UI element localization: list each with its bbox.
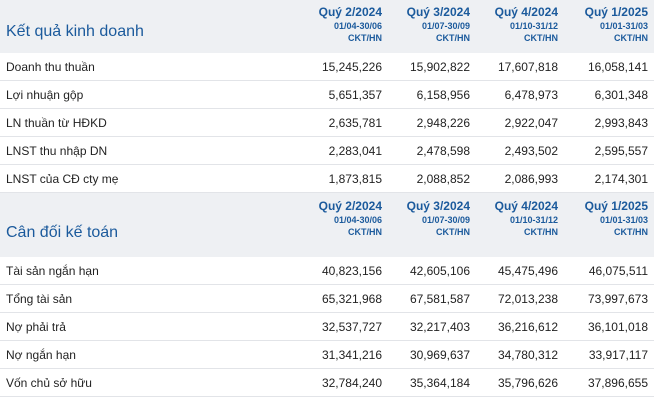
quarter-name[interactable]: Quý 2/2024	[318, 5, 382, 19]
income-quarter-column: Quý 3/2024 01/07-30/09 CKT/HN	[388, 4, 476, 44]
income-section-title: Kết quả kinh doanh	[6, 23, 144, 40]
table-row: Tổng tài sản 65,321,968 67,581,587 72,01…	[0, 285, 654, 313]
row-value: 2,595,557	[594, 143, 648, 158]
quarter-name[interactable]: Quý 1/2025	[584, 199, 648, 213]
quarter-unit: CKT/HN	[436, 227, 470, 237]
table-row: LNST của CĐ cty mẹ 1,873,815 2,088,852 2…	[0, 165, 654, 193]
quarter-unit: CKT/HN	[614, 33, 648, 43]
row-value: 2,088,852	[416, 171, 470, 186]
row-label[interactable]: LNST thu nhập DN	[6, 143, 108, 158]
row-value: 36,101,018	[587, 319, 648, 334]
row-value: 35,796,626	[497, 375, 558, 390]
table-row: Lợi nhuận gộp 5,651,357 6,158,956 6,478,…	[0, 81, 654, 109]
row-label[interactable]: Nợ phải trả	[6, 319, 66, 334]
row-value: 16,058,141	[587, 59, 648, 74]
income-quarter-column: Quý 4/2024 01/10-31/12 CKT/HN	[476, 4, 564, 44]
balance-quarter-column: Quý 2/2024 01/04-30/06 CKT/HN	[300, 198, 388, 238]
row-value: 35,364,184	[409, 375, 470, 390]
row-value: 2,478,598	[416, 143, 470, 158]
quarter-range: 01/10-31/12	[509, 215, 558, 225]
row-value: 40,823,156	[321, 263, 382, 278]
row-value: 46,075,511	[588, 263, 648, 278]
row-value: 65,321,968	[321, 291, 382, 306]
row-value: 45,475,496	[497, 263, 558, 278]
quarter-unit: CKT/HN	[348, 33, 382, 43]
balance-quarter-column: Quý 3/2024 01/07-30/09 CKT/HN	[388, 198, 476, 238]
row-value: 32,217,403	[409, 319, 470, 334]
row-value: 15,902,822	[409, 59, 470, 74]
balance-quarter-column: Quý 1/2025 01/01-31/03 CKT/HN	[564, 198, 654, 238]
table-row: LN thuần từ HĐKD 2,635,781 2,948,226 2,9…	[0, 109, 654, 137]
row-value: 72,013,238	[497, 291, 558, 306]
quarter-range: 01/04-30/06	[333, 215, 382, 225]
row-value: 2,174,301	[594, 171, 648, 186]
balance-table: Tài sản ngắn hạn 40,823,156 42,605,106 4…	[0, 257, 654, 397]
row-label[interactable]: LN thuần từ HĐKD	[6, 115, 107, 130]
quarter-name[interactable]: Quý 2/2024	[318, 199, 382, 213]
quarter-name[interactable]: Quý 4/2024	[494, 5, 558, 19]
row-value: 30,969,637	[409, 347, 470, 362]
table-row: Vốn chủ sở hữu 32,784,240 35,364,184 35,…	[0, 369, 654, 397]
row-value: 17,607,818	[497, 59, 558, 74]
quarter-name[interactable]: Quý 4/2024	[494, 199, 558, 213]
quarter-range: 01/01-31/03	[599, 21, 648, 31]
row-label[interactable]: Tài sản ngắn hạn	[6, 263, 99, 278]
row-label[interactable]: Doanh thu thuần	[6, 59, 95, 74]
quarter-unit: CKT/HN	[524, 227, 558, 237]
row-label[interactable]: Vốn chủ sở hữu	[6, 375, 92, 390]
row-value: 2,283,041	[328, 143, 382, 158]
income-quarter-column: Quý 2/2024 01/04-30/06 CKT/HN	[300, 4, 388, 44]
quarter-unit: CKT/HN	[614, 227, 648, 237]
row-value: 5,651,357	[328, 87, 382, 102]
quarter-unit: CKT/HN	[348, 227, 382, 237]
row-value: 31,341,216	[321, 347, 382, 362]
quarter-name[interactable]: Quý 3/2024	[406, 199, 470, 213]
row-value: 2,086,993	[504, 171, 558, 186]
row-value: 42,605,106	[409, 263, 470, 278]
quarter-range: 01/07-30/09	[421, 215, 470, 225]
table-row: Nợ ngắn hạn 31,341,216 30,969,637 34,780…	[0, 341, 654, 369]
quarter-name[interactable]: Quý 1/2025	[584, 5, 648, 19]
balance-section-title: Cân đối kế toán	[6, 224, 119, 241]
quarter-unit: CKT/HN	[436, 33, 470, 43]
row-value: 73,997,673	[587, 291, 648, 306]
row-value: 33,917,117	[588, 347, 648, 362]
row-label[interactable]: Tổng tài sản	[6, 291, 73, 306]
row-value: 6,478,973	[504, 87, 558, 102]
row-value: 2,948,226	[416, 115, 470, 130]
row-value: 2,493,502	[504, 143, 558, 158]
row-value: 2,993,843	[594, 115, 648, 130]
table-row: Doanh thu thuần 15,245,226 15,902,822 17…	[0, 53, 654, 81]
table-row: Tài sản ngắn hạn 40,823,156 42,605,106 4…	[0, 257, 654, 285]
row-value: 2,635,781	[328, 115, 382, 130]
row-value: 32,784,240	[321, 375, 382, 390]
quarter-unit: CKT/HN	[524, 33, 558, 43]
quarter-name[interactable]: Quý 3/2024	[406, 5, 470, 19]
row-value: 6,158,956	[416, 87, 470, 102]
quarter-range: 01/04-30/06	[333, 21, 382, 31]
balance-quarter-column: Quý 4/2024 01/10-31/12 CKT/HN	[476, 198, 564, 238]
row-value: 34,780,312	[497, 347, 558, 362]
quarter-range: 01/01-31/03	[599, 215, 648, 225]
balance-header: Cân đối kế toán Quý 2/2024 01/04-30/06 C…	[0, 193, 654, 257]
quarter-range: 01/10-31/12	[509, 21, 558, 31]
row-label[interactable]: Lợi nhuận gộp	[6, 87, 84, 102]
quarter-range: 01/07-30/09	[421, 21, 470, 31]
income-quarter-column: Quý 1/2025 01/01-31/03 CKT/HN	[564, 4, 654, 44]
row-value: 6,301,348	[594, 87, 648, 102]
table-row: Nợ phải trả 32,537,727 32,217,403 36,216…	[0, 313, 654, 341]
row-value: 37,896,655	[587, 375, 648, 390]
row-value: 32,537,727	[321, 319, 382, 334]
row-value: 2,922,047	[504, 115, 558, 130]
row-value: 67,581,587	[409, 291, 470, 306]
income-header: Kết quả kinh doanh Quý 2/2024 01/04-30/0…	[0, 0, 654, 53]
row-value: 15,245,226	[321, 59, 382, 74]
row-value: 36,216,612	[497, 319, 558, 334]
table-row: LNST thu nhập DN 2,283,041 2,478,598 2,4…	[0, 137, 654, 165]
income-table: Doanh thu thuần 15,245,226 15,902,822 17…	[0, 53, 654, 193]
row-value: 1,873,815	[328, 171, 382, 186]
row-label[interactable]: Nợ ngắn hạn	[6, 347, 76, 362]
row-label[interactable]: LNST của CĐ cty mẹ	[6, 171, 119, 186]
